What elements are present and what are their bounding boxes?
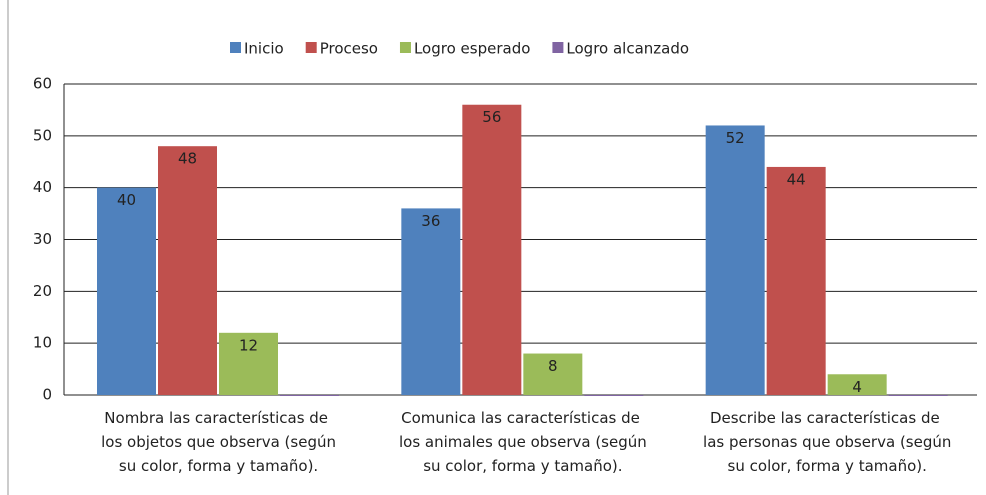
data-label: 12: [239, 336, 258, 354]
data-label: 52: [726, 129, 745, 147]
bar: [766, 166, 826, 395]
data-label: 48: [178, 150, 197, 168]
bar: [97, 187, 156, 395]
legend-swatch: [305, 42, 317, 53]
bar: [705, 125, 765, 395]
legend-label: Logro esperado: [414, 40, 530, 58]
bar: [584, 395, 644, 396]
bar: [827, 374, 887, 395]
legend-label: Logro alcanzado: [566, 40, 689, 58]
bar: [462, 104, 522, 395]
bar: [280, 395, 339, 396]
bar: [401, 208, 461, 395]
legend-swatch: [552, 42, 564, 53]
data-label: 44: [787, 170, 806, 188]
x-tick-label: Describe las características de las pers…: [698, 409, 951, 475]
legend-label: Proceso: [320, 40, 378, 58]
data-label: 4: [852, 378, 862, 396]
x-tick-label: Nombra las características de los objeto…: [96, 409, 336, 475]
data-label: 8: [548, 357, 558, 375]
y-tick-label: 0: [42, 386, 52, 404]
y-tick-label: 10: [33, 334, 52, 352]
legend-swatch: [230, 42, 241, 53]
data-label: 56: [482, 108, 501, 126]
y-tick-label: 50: [33, 126, 52, 144]
legend-swatch: [399, 42, 411, 53]
bar: [219, 332, 278, 395]
bar: [523, 353, 583, 395]
y-tick-label: 40: [33, 178, 52, 196]
y-tick-label: 60: [33, 75, 52, 93]
data-label: 40: [117, 191, 136, 209]
bar: [158, 146, 217, 395]
y-tick-label: 30: [33, 230, 52, 248]
bar: [888, 395, 948, 396]
data-label: 36: [421, 212, 440, 230]
y-tick-label: 20: [33, 282, 52, 300]
legend-label: Inicio: [244, 40, 284, 58]
x-tick-label: Comunica las características de los anim…: [394, 409, 647, 475]
